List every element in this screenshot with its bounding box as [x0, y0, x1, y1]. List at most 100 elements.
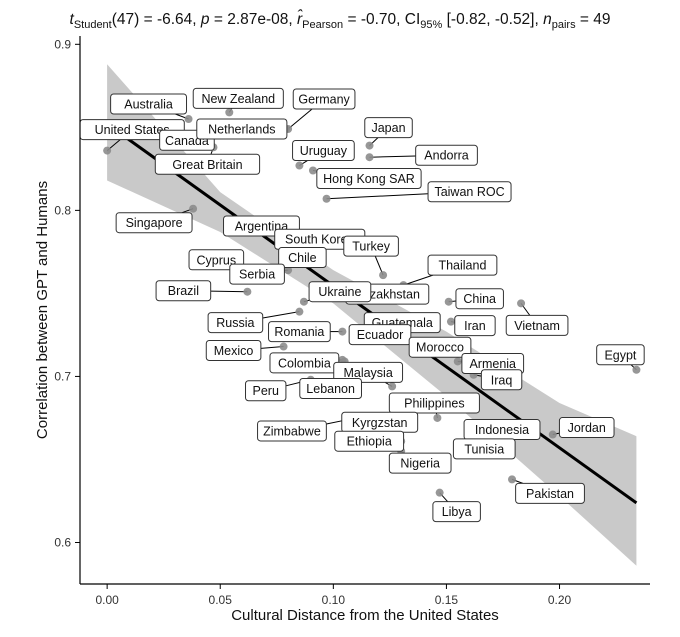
country-label-text: Hong Kong SAR: [323, 172, 415, 186]
country-label: United States: [79, 119, 185, 141]
country-label-text: Cyprus: [197, 253, 237, 267]
label-box: [268, 321, 331, 343]
label-box: [452, 438, 516, 460]
country-label: Singapore: [115, 212, 193, 234]
data-point: [548, 430, 557, 439]
data-point: [379, 271, 388, 280]
label-box: [596, 344, 645, 366]
country-label-text: Uruguay: [300, 144, 348, 158]
data-point: [508, 475, 517, 484]
y-tick-label: 0.8: [54, 203, 71, 217]
x-axis-title: Cultural Distance from the United States: [231, 607, 499, 624]
country-label-text: Kyrgzstan: [352, 416, 408, 430]
country-label-text: Thailand: [438, 259, 486, 273]
country-label: Morocco: [408, 336, 472, 358]
data-point: [225, 108, 234, 117]
country-label-text: Russia: [216, 316, 254, 330]
label-box: [308, 281, 372, 303]
country-label: Iran: [454, 315, 496, 337]
country-label: Armenia: [461, 352, 525, 374]
country-label-text: Serbia: [239, 268, 275, 282]
country-label: Thailand: [427, 254, 498, 276]
country-label-text: Egypt: [604, 348, 636, 362]
y-tick-label: 0.9: [54, 37, 71, 51]
country-label: Romania: [268, 321, 331, 343]
label-box: [196, 118, 288, 140]
label-box: [515, 482, 585, 504]
leader-line: [369, 155, 416, 158]
label-box: [207, 312, 264, 334]
country-label: Zimbabwe: [257, 420, 327, 442]
country-label: Andorra: [415, 144, 478, 166]
label-box: [192, 87, 284, 109]
y-axis-title: Correlation between GPT and Humans: [34, 181, 51, 439]
country-label: Serbia: [229, 263, 285, 285]
country-label-text: Armenia: [469, 357, 516, 371]
label-box: [505, 314, 569, 336]
label-box: [427, 254, 498, 276]
country-label-text: Great Britain: [172, 158, 242, 172]
label-box: [558, 417, 615, 439]
country-label-text: Vietnam: [514, 319, 560, 333]
country-label: Ecuador: [348, 324, 412, 346]
country-label: Indonesia: [463, 419, 541, 441]
country-label-text: Singapore: [126, 216, 183, 230]
data-point: [299, 297, 308, 306]
country-label-text: Libya: [442, 505, 472, 519]
country-label: New Zealand: [192, 87, 284, 109]
label-box: [343, 235, 399, 257]
label-box: [388, 392, 480, 414]
country-label: Japan: [364, 117, 413, 139]
chart-title: tStudent(47) = -6.64, p = 2.87e-08, r̂Pe…: [70, 10, 611, 31]
country-label: Tunisia: [452, 438, 516, 460]
data-point: [322, 194, 331, 203]
leader-line: [403, 274, 434, 286]
country-label-text: Iraq: [491, 373, 513, 387]
country-label: Great Britain: [154, 153, 261, 175]
country-label: Libya: [432, 501, 481, 523]
data-point: [189, 204, 198, 213]
country-label-text: Brazil: [168, 284, 199, 298]
axes: 0.00 0.05 0.10 0.15 0.20 0.6 0.7 0.8 0.9: [54, 36, 650, 607]
data-point: [184, 115, 193, 124]
country-label: Turkey: [343, 235, 399, 257]
country-label-text: Ethiopia: [347, 435, 392, 449]
data-point: [365, 141, 374, 150]
country-label-text: Netherlands: [208, 122, 275, 136]
y-tick-label: 0.6: [54, 535, 71, 549]
country-label: Netherlands: [196, 118, 288, 140]
country-label-text: Pakistan: [526, 487, 574, 501]
label-box: [292, 88, 356, 110]
data-point: [295, 161, 304, 170]
label-box: [348, 324, 412, 346]
data-point: [295, 307, 304, 316]
country-label: Kyrgzstan: [341, 411, 419, 433]
country-label: Hong Kong SAR: [316, 168, 422, 190]
label-box: [455, 288, 504, 310]
country-label: Peru: [245, 380, 287, 402]
country-label: Lebanon: [299, 377, 362, 399]
country-label-text: Andorra: [424, 149, 469, 163]
country-label: Taiwan ROC: [427, 181, 512, 203]
country-label: Pakistan: [515, 482, 585, 504]
country-label: Russia: [207, 312, 264, 334]
data-point: [279, 342, 288, 351]
label-box: [278, 247, 327, 269]
label-box: [427, 181, 512, 203]
country-label-text: Taiwan ROC: [434, 185, 504, 199]
country-label-text: Romania: [274, 325, 324, 339]
label-box: [316, 168, 422, 190]
country-label: Nigeria: [388, 452, 452, 474]
country-label: Mexico: [205, 340, 262, 362]
country-label: Ukraine: [308, 281, 372, 303]
x-tick-label: 0.15: [435, 593, 459, 607]
label-box: [333, 361, 404, 383]
label-box: [115, 212, 193, 234]
label-box: [334, 430, 405, 452]
country-label-text: Ecuador: [357, 328, 404, 342]
country-label: Chile: [278, 247, 327, 269]
x-tick-label: 0.05: [209, 593, 233, 607]
label-box: [257, 420, 327, 442]
data-point: [517, 299, 526, 308]
